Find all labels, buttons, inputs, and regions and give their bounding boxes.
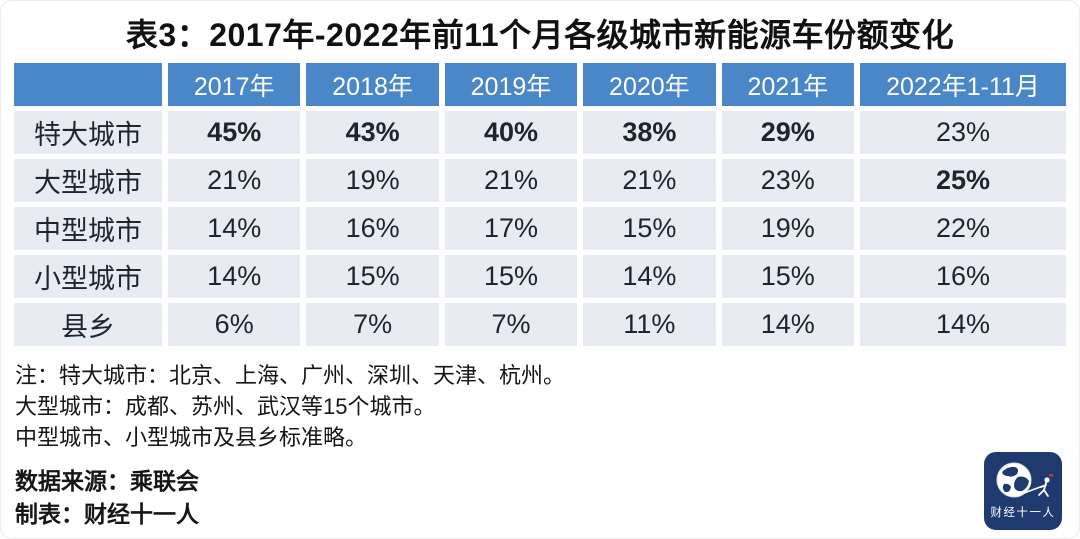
- city-tier-label: 特大城市: [14, 111, 162, 154]
- share-value-cell: 25%: [860, 159, 1066, 202]
- city-tier-label: 中型城市: [14, 207, 162, 250]
- share-value-cell: 14%: [168, 207, 301, 250]
- share-value-cell: 21%: [444, 159, 578, 202]
- share-value-cell: 14%: [860, 303, 1066, 346]
- fencer-icon: [1038, 477, 1050, 497]
- share-value-cell: 17%: [444, 207, 578, 250]
- share-value-cell: 45%: [168, 111, 301, 154]
- header-row: 2017年 2018年 2019年 2020年 2021年 2022年1-11月: [14, 63, 1066, 106]
- share-value-cell: 23%: [860, 111, 1066, 154]
- share-value-cell: 15%: [444, 255, 578, 298]
- share-value-cell: 21%: [583, 159, 716, 202]
- globe-icon: [996, 462, 1032, 498]
- table-body: 特大城市 45% 43% 40% 38% 29% 23% 大型城市 21% 19% 21% 21% 23…: [14, 111, 1066, 346]
- year-column-header: 2020年: [583, 63, 716, 106]
- logo-red-accent: [1049, 474, 1053, 477]
- share-value-cell: 15%: [721, 255, 854, 298]
- city-tier-label: 县乡: [14, 303, 162, 346]
- footnote-line: 注：特大城市：北京、上海、广州、深圳、天津、杭州。: [15, 363, 566, 388]
- share-value-cell: 14%: [583, 255, 716, 298]
- credit-line: 制表：财经十一人: [15, 501, 199, 527]
- fencing-sword-icon: [1023, 485, 1044, 494]
- share-value-cell: 23%: [721, 159, 854, 202]
- share-value-cell: 16%: [306, 207, 439, 250]
- footnote-line: 中型城市、小型城市及县乡标准略。: [15, 425, 368, 450]
- data-source-line: 数据来源：乘联会: [15, 468, 199, 494]
- corner-cell: [14, 63, 162, 106]
- share-value-cell: 19%: [306, 159, 439, 202]
- table-row: 大型城市 21% 19% 21% 21% 23% 25%: [14, 159, 1066, 202]
- logo-text: 财经十一人: [991, 505, 1056, 519]
- footnote-line: 大型城市：成都、苏州、武汉等15个城市。: [15, 394, 436, 419]
- ev-share-table: 2017年 2018年 2019年 2020年 2021年 2022年1-11月 特大城市…: [8, 58, 1072, 351]
- source-block: 数据来源：乘联会 制表：财经十一人: [15, 465, 1079, 531]
- figure-title: 表3：2017年-2022年前11个月各级城市新能源车份额变化: [125, 17, 955, 53]
- table-row: 县乡 6% 7% 7% 11% 14% 14%: [14, 303, 1066, 346]
- caijing-logo-icon: 财经十一人: [984, 452, 1062, 530]
- table-row: 小型城市 14% 15% 15% 14% 15% 16%: [14, 255, 1066, 298]
- footnotes: 注：特大城市：北京、上海、广州、深圳、天津、杭州。 大型城市：成都、苏州、武汉等…: [15, 360, 1079, 453]
- share-value-cell: 29%: [721, 111, 854, 154]
- share-value-cell: 38%: [583, 111, 716, 154]
- year-column-header: 2021年: [721, 63, 854, 106]
- city-tier-label: 小型城市: [14, 255, 162, 298]
- year-column-header: 2018年: [306, 63, 439, 106]
- share-value-cell: 40%: [444, 111, 578, 154]
- share-value-cell: 21%: [168, 159, 301, 202]
- year-column-header: 2017年: [168, 63, 301, 106]
- share-value-cell: 15%: [583, 207, 716, 250]
- year-column-header: 2022年1-11月: [860, 63, 1066, 106]
- city-tier-label: 大型城市: [14, 159, 162, 202]
- caijing-logo: 财经十一人: [984, 452, 1062, 530]
- share-value-cell: 6%: [168, 303, 301, 346]
- table-row: 特大城市 45% 43% 40% 38% 29% 23%: [14, 111, 1066, 154]
- share-value-cell: 43%: [306, 111, 439, 154]
- share-value-cell: 16%: [860, 255, 1066, 298]
- year-column-header: 2019年: [444, 63, 578, 106]
- share-value-cell: 22%: [860, 207, 1066, 250]
- share-value-cell: 7%: [444, 303, 578, 346]
- table-row: 中型城市 14% 16% 17% 15% 19% 22%: [14, 207, 1066, 250]
- share-value-cell: 11%: [583, 303, 716, 346]
- table-header: 2017年 2018年 2019年 2020年 2021年 2022年1-11月: [14, 63, 1066, 106]
- share-value-cell: 7%: [306, 303, 439, 346]
- share-value-cell: 15%: [306, 255, 439, 298]
- share-value-cell: 14%: [168, 255, 301, 298]
- share-value-cell: 19%: [721, 207, 854, 250]
- share-value-cell: 14%: [721, 303, 854, 346]
